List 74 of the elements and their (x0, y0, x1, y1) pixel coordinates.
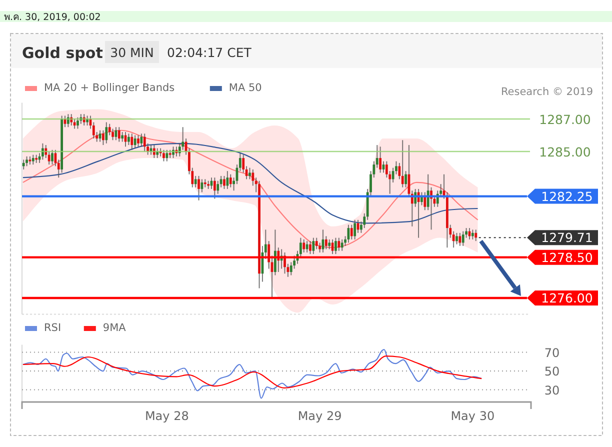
candlestick (340, 238, 344, 252)
ref-line-label: 1287.00 (539, 112, 591, 127)
y-tick-label: 70 (544, 346, 560, 360)
candlestick (338, 237, 340, 252)
candlestick (462, 230, 464, 246)
candlestick (354, 219, 356, 240)
candlestick (302, 238, 306, 253)
candlestick (140, 133, 143, 148)
candlestick (102, 130, 104, 146)
candlestick (194, 175, 197, 188)
candlestick (198, 175, 200, 201)
candlestick (312, 237, 315, 255)
y-tick-label: 30 (544, 383, 560, 398)
y-tick-label: 50 (544, 364, 560, 379)
candlestick (105, 122, 108, 144)
candlestick (137, 134, 140, 148)
text: Research © 2019 (500, 86, 593, 98)
ref-line-label: 1279.71 (541, 230, 593, 246)
candlestick (130, 133, 134, 150)
candlestick (456, 232, 458, 245)
candlestick (309, 240, 312, 255)
x-tick-label: May 28 (144, 409, 189, 423)
candlestick (216, 180, 220, 194)
candlestick (315, 237, 318, 250)
candlestick (248, 167, 251, 180)
candlestick (73, 118, 76, 130)
ref-line-label: 1282.25 (541, 188, 593, 204)
candlestick (32, 154, 34, 166)
candlestick (334, 237, 337, 255)
candlestick (121, 132, 124, 142)
candlestick (108, 123, 111, 136)
legend-label: 9MA (102, 322, 127, 334)
candlestick (22, 159, 25, 170)
ref-line-label: 1285.00 (539, 144, 591, 160)
x-tick-label: May 29 (298, 409, 342, 423)
candlestick (76, 116, 79, 130)
line-series (22, 348, 482, 399)
line-series (22, 356, 482, 388)
candlestick (471, 229, 474, 240)
candlestick (379, 146, 382, 174)
candlestick (134, 134, 136, 149)
candlestick (223, 175, 226, 190)
legend-label: RSI (44, 322, 62, 334)
text: 30 MIN (110, 45, 154, 60)
candlestick (26, 156, 28, 167)
candlestick (226, 170, 229, 190)
candlestick (156, 148, 159, 159)
candlestick (127, 133, 130, 146)
ref-line-label: 1278.50 (541, 250, 593, 265)
text: 02:04:17 CET (167, 45, 252, 60)
candlestick (350, 224, 353, 240)
legend-label: MA 50 (228, 82, 262, 94)
candlestick (458, 232, 462, 246)
candlestick (474, 229, 478, 242)
text: พ.ค. 30, 2019, 00:02 (4, 12, 101, 23)
candlestick (306, 240, 308, 253)
candlestick (229, 174, 232, 188)
candlestick (143, 133, 146, 152)
candlestick (324, 236, 328, 250)
chart-title: Gold spot (22, 44, 103, 62)
candlestick (200, 178, 204, 193)
candlestick (112, 128, 114, 141)
legend-label: MA 20 + Bollinger Bands (44, 82, 175, 94)
candlestick (51, 149, 54, 166)
candlestick (401, 140, 404, 188)
x-tick-label: May 30 (450, 409, 495, 423)
candlestick (162, 149, 165, 162)
candlestick (42, 142, 44, 160)
candlestick (213, 177, 216, 200)
candlestick (166, 149, 168, 162)
ref-line-label: 1276.00 (541, 290, 593, 306)
candlestick (318, 242, 321, 253)
candlestick (328, 238, 331, 250)
candlestick (118, 126, 120, 142)
